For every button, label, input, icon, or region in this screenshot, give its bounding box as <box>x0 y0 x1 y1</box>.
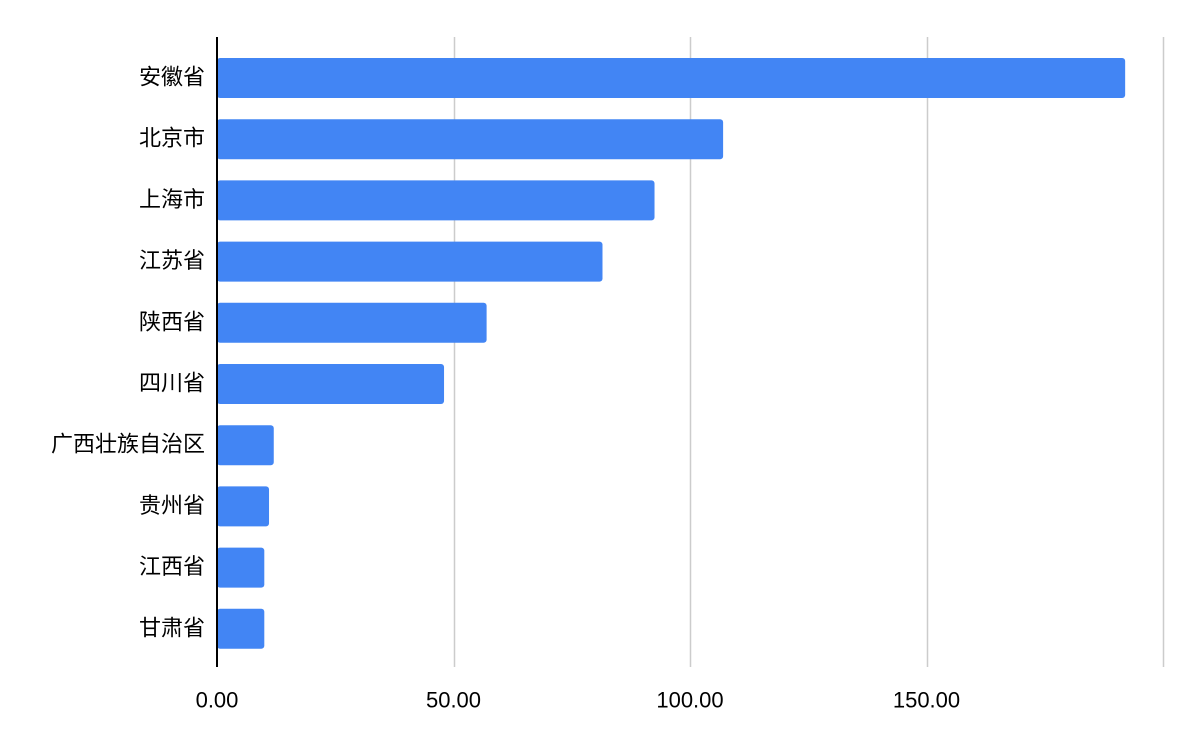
bar <box>217 364 445 404</box>
category-label: 四川省 <box>139 372 205 397</box>
category-label: 北京市 <box>139 127 205 152</box>
bars <box>217 58 1126 649</box>
bar <box>217 547 265 588</box>
x-tick-label: 50.00 <box>426 688 481 713</box>
x-tick-label: 100.00 <box>656 688 723 713</box>
x-tick-label: 150.00 <box>893 688 960 713</box>
bar <box>217 302 487 343</box>
bar <box>217 241 603 282</box>
bar <box>217 608 265 649</box>
bar <box>217 119 724 160</box>
category-label: 江苏省 <box>139 249 205 274</box>
category-label: 广西壮族自治区 <box>51 433 205 458</box>
category-label: 安徽省 <box>139 66 205 91</box>
bar <box>217 58 1126 98</box>
category-label: 江西省 <box>139 555 205 580</box>
x-tick-labels: 0.00 50.00 100.00 150.00 <box>196 688 961 713</box>
category-label: 贵州省 <box>139 494 205 519</box>
category-label: 陕西省 <box>139 310 205 335</box>
x-tick-label: 0.00 <box>196 688 239 713</box>
category-label: 上海市 <box>139 188 205 213</box>
bar <box>217 486 270 527</box>
category-label: 甘肃省 <box>139 616 205 641</box>
bar <box>217 180 655 221</box>
bar <box>217 425 274 466</box>
